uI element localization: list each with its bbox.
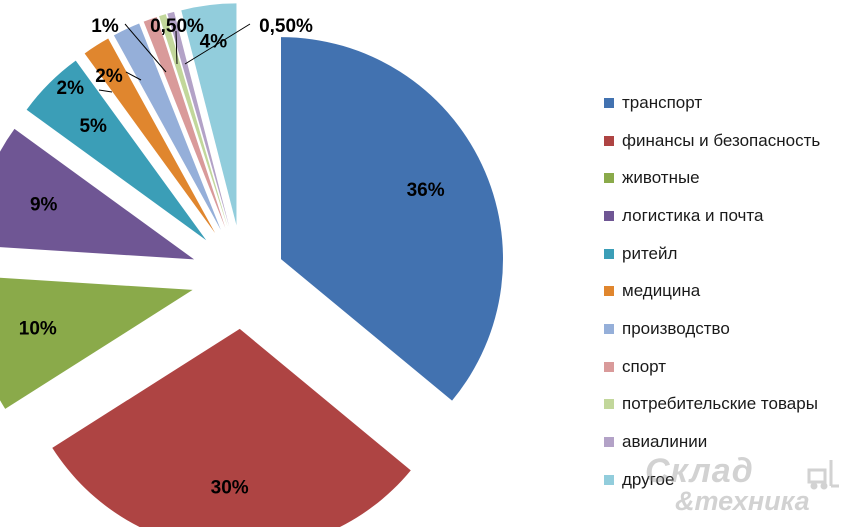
data-label-2: 30% (211, 477, 249, 498)
legend-label: транспорт (622, 92, 703, 112)
legend-item: медицина (604, 272, 820, 310)
legend-item: потребительские товары (604, 386, 820, 424)
data-labels: 36%30%10%9%5%2%2%1% 0,50% 0,50%4% (19, 16, 445, 498)
legend-item: животные (604, 159, 820, 197)
legend-item: спорт (604, 348, 820, 386)
legend: транспорт финансы и безопасность животные л… (604, 84, 820, 499)
legend-swatch (604, 437, 614, 448)
pie-slices (0, 3, 504, 527)
pie-slice-11 (181, 3, 237, 226)
legend-item: транспорт (604, 84, 820, 122)
data-label-4: 9% (30, 194, 58, 215)
legend-swatch (604, 474, 614, 485)
legend-label: ритейл (622, 243, 678, 263)
pie-slice-10 (167, 11, 230, 227)
legend-swatch (604, 286, 614, 297)
pie-slice-5 (26, 60, 207, 241)
legend-swatch (604, 173, 614, 184)
legend-label: логистика и почта (622, 205, 764, 225)
pie-slice-1 (281, 37, 504, 401)
legend-item: производство (604, 310, 820, 348)
legend-label: спорт (622, 356, 667, 376)
pie-slice-9 (159, 14, 228, 228)
legend-label: авиалинии (622, 432, 708, 452)
legend-label: финансы и безопасность (622, 130, 821, 150)
leader-line-6 (98, 89, 113, 93)
data-label-11: 4% (200, 32, 228, 53)
legend-swatch (604, 361, 614, 372)
legend-label: потребительские товары (622, 394, 818, 414)
data-label-5: 5% (79, 116, 107, 137)
leader-line-7 (125, 71, 142, 81)
legend-swatch (604, 210, 614, 221)
pie-slice-3 (0, 277, 193, 409)
legend-item: финансы и безопасность (604, 122, 820, 160)
leader-line-9 (175, 30, 178, 65)
leader-lines (98, 23, 251, 93)
data-label-10: 0,50% (259, 16, 313, 37)
legend-item: ритейл (604, 235, 820, 273)
pie-slice-7 (113, 23, 221, 230)
legend-label: животные (622, 168, 700, 188)
data-label-3: 10% (19, 319, 57, 340)
data-label-6: 2% (57, 78, 85, 99)
legend-swatch (604, 248, 614, 259)
watermark-logo: Склад &техника (645, 452, 845, 522)
legend-label: производство (622, 318, 730, 338)
data-label-8: 1% (91, 16, 119, 37)
pie-slice-2 (52, 328, 411, 527)
data-label-1: 36% (407, 180, 445, 201)
legend-swatch (604, 97, 614, 108)
forklift-icon (807, 460, 839, 490)
pie-slice-6 (84, 38, 216, 234)
legend-item: авиалинии (604, 423, 820, 461)
legend-label: медицина (622, 281, 701, 301)
watermark-line1: Склад (645, 452, 754, 490)
data-label-9: 0,50% (150, 16, 204, 37)
watermark-line2: &техника (675, 486, 810, 516)
legend-swatch (604, 135, 614, 146)
legend-label: другое (622, 469, 675, 489)
pie-slice-4 (0, 128, 195, 260)
legend-swatch (604, 323, 614, 334)
legend-swatch (604, 399, 614, 410)
data-label-7: 2% (95, 66, 123, 87)
leader-line-10 (184, 23, 251, 65)
legend-item: логистика и почта (604, 197, 820, 235)
leader-line-8 (124, 23, 167, 73)
legend-item: другое (604, 461, 820, 499)
